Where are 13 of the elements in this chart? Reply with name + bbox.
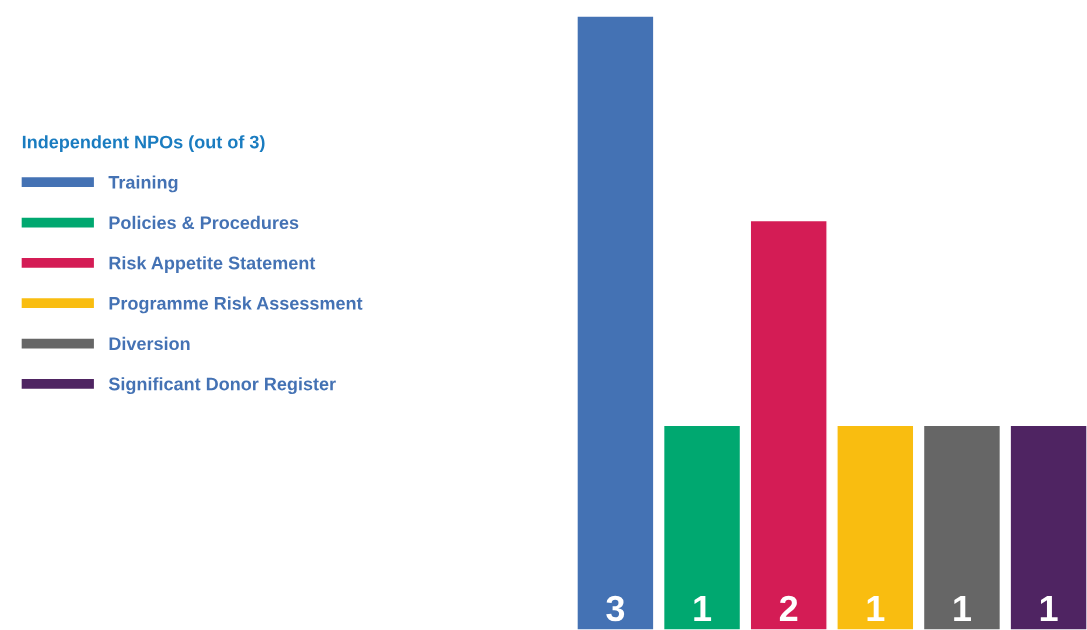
legend-label: Significant Donor Register [108,377,336,395]
legend-label: Policies & Procedures [109,215,299,230]
data-label: 2 [779,595,798,621]
legend-label: Training [108,175,178,193]
data-label: 1 [954,596,971,621]
legend-label: Risk Appetite Statement [109,256,316,273]
legend-label: Programme Risk Assessment [109,296,363,314]
data-label: 1 [1040,596,1058,621]
data-label: 1 [694,596,712,621]
legend-title: Independent NPOs (out of 3) [22,135,265,152]
legend-label: Diversion [109,336,190,351]
data-label: 3 [606,595,625,622]
data-label: 1 [867,596,885,621]
